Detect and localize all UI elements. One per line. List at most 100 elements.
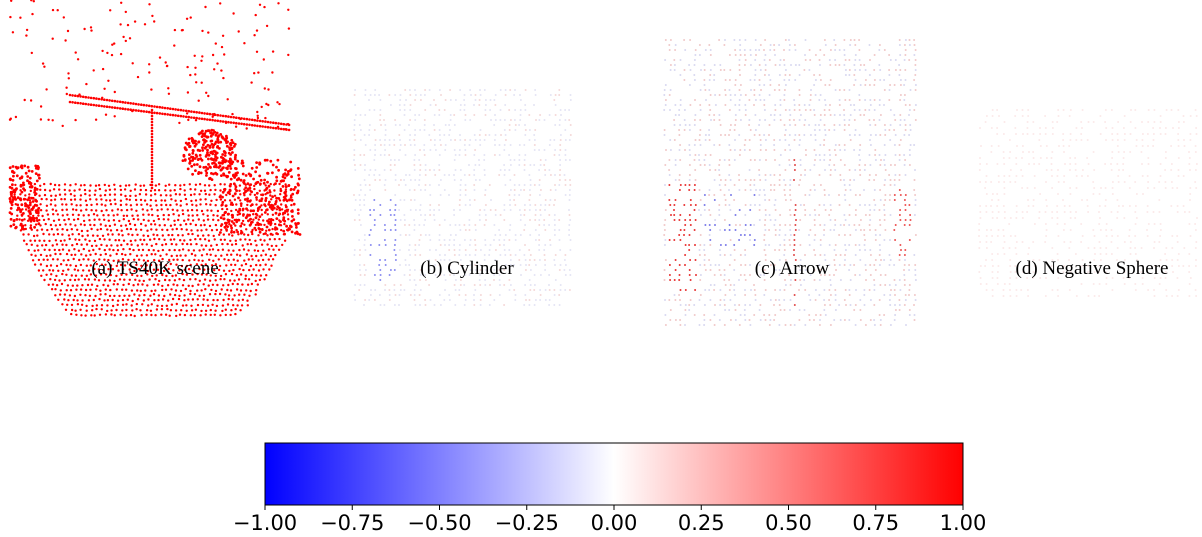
point: [93, 213, 95, 215]
point: [755, 49, 757, 51]
point: [374, 154, 376, 156]
point: [985, 121, 987, 123]
point: [188, 285, 190, 287]
point: [251, 274, 253, 276]
point: [524, 124, 526, 126]
point: [709, 139, 711, 141]
point: [219, 194, 221, 196]
point: [284, 169, 287, 172]
point: [558, 229, 560, 231]
point: [869, 229, 871, 231]
point: [843, 179, 845, 181]
point: [354, 104, 356, 106]
point: [129, 253, 131, 255]
point: [165, 61, 167, 63]
point: [285, 188, 287, 190]
point: [242, 162, 245, 165]
point: [106, 52, 108, 54]
point: [11, 187, 14, 190]
point: [137, 109, 140, 112]
point: [157, 299, 159, 301]
point: [214, 184, 216, 186]
point: [779, 174, 781, 176]
point: [369, 254, 371, 256]
point: [900, 194, 902, 196]
point: [63, 219, 65, 221]
point: [259, 190, 261, 192]
point: [113, 219, 115, 221]
point: [535, 119, 537, 121]
point: [89, 184, 91, 186]
point: [559, 124, 561, 126]
point: [66, 229, 68, 231]
point: [277, 122, 280, 125]
point: [785, 109, 787, 111]
point: [904, 164, 906, 166]
point: [64, 39, 66, 41]
point: [864, 304, 866, 306]
point: [232, 304, 234, 306]
point: [235, 209, 237, 211]
point: [714, 64, 716, 66]
point: [41, 215, 43, 217]
point: [265, 264, 267, 266]
point: [85, 254, 87, 256]
point: [783, 189, 785, 191]
point: [263, 239, 265, 241]
point: [77, 269, 79, 271]
point: [419, 174, 421, 176]
point: [725, 284, 727, 286]
point: [690, 299, 692, 301]
point: [748, 99, 750, 101]
point: [808, 234, 810, 236]
point: [297, 167, 300, 170]
point: [559, 179, 561, 181]
point: [789, 119, 791, 121]
point: [100, 223, 102, 225]
point: [899, 219, 901, 221]
point: [196, 214, 198, 216]
point: [779, 99, 781, 101]
point: [414, 89, 416, 91]
point: [703, 249, 705, 251]
point: [459, 229, 461, 231]
point: [543, 249, 545, 251]
point: [202, 248, 204, 250]
point: [169, 189, 171, 191]
point: [373, 159, 375, 161]
point: [255, 224, 257, 226]
point: [1123, 157, 1125, 159]
point: [419, 164, 421, 166]
point: [1100, 133, 1102, 135]
point: [858, 154, 860, 156]
point: [69, 238, 71, 240]
point: [458, 294, 460, 296]
point: [99, 188, 101, 190]
point: [493, 124, 495, 126]
point: [183, 239, 185, 241]
point: [765, 179, 767, 181]
point: [569, 249, 571, 251]
point: [56, 243, 58, 245]
point: [1142, 133, 1144, 135]
point: [96, 285, 98, 287]
point: [211, 304, 213, 306]
point: [359, 254, 361, 256]
point: [93, 69, 95, 71]
point: [93, 299, 95, 301]
point: [890, 109, 892, 111]
point: [479, 144, 481, 146]
point: [86, 243, 88, 245]
point: [699, 119, 701, 121]
point: [798, 184, 800, 186]
point: [121, 289, 123, 291]
point: [459, 204, 461, 206]
point: [848, 269, 850, 271]
point: [769, 214, 771, 216]
point: [874, 99, 876, 101]
point: [234, 156, 237, 159]
point: [559, 249, 561, 251]
point: [440, 144, 442, 146]
point: [116, 288, 118, 290]
point: [384, 154, 386, 156]
